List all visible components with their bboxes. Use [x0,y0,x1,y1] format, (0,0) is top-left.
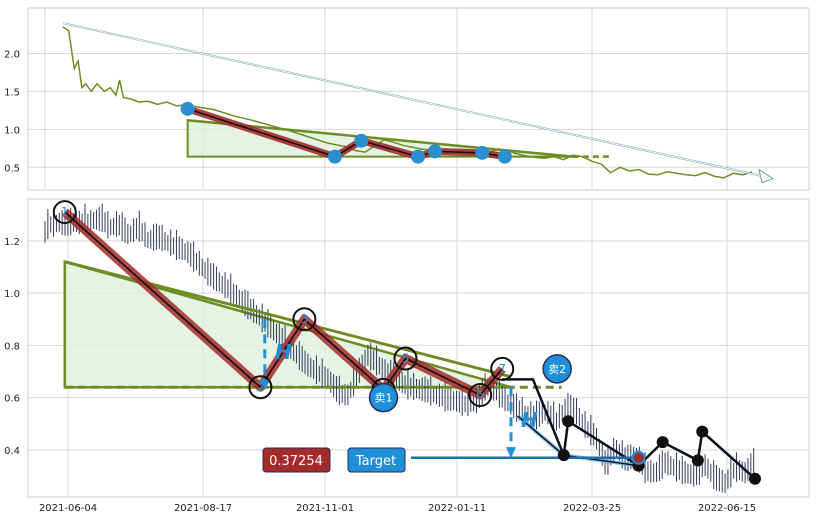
top-trend-arrow-head [758,168,775,184]
bottom-panel: 0.40.60.81.01.2 2021-06-04 2021-08-17 2021… [4,198,810,514]
top-pattern-path [180,101,611,164]
bottom-y-tick-label: 1.0 [4,289,20,300]
pattern-markers: 1234567卖1卖2 [52,200,761,485]
x-tick-label: 2021-08-17 [174,503,232,514]
pattern-point-marker [393,346,418,371]
top-y-tick-label: 2.0 [4,50,20,61]
top-pattern-point [327,149,342,164]
top-panel: 0.5 1.0 1.5 2.0 [4,7,810,191]
pattern-point-label: 5 [402,351,410,365]
pattern-point-marker [490,356,515,381]
bottom-y-tick-label: 0.8 [4,341,20,352]
sell-point-label: 卖1 [375,392,393,405]
target-annotation: 0.37254 Target [262,447,406,473]
height-marker-arrow [506,447,517,459]
sell-point-marker [368,382,399,413]
x-axis: 2021-06-04 2021-08-17 2021-11-01 2022-01-11… [39,503,756,514]
pattern-point-label: 6 [476,388,484,402]
top-pattern-point [354,133,369,148]
pattern-point-label: 7 [498,362,506,376]
top-y-tick-label: 1.0 [4,125,20,136]
height-marker-label: H [521,408,538,432]
sell-point-marker [542,354,572,384]
x-tick-label: 2022-06-15 [698,503,756,514]
target-label-badge [347,447,406,473]
height-marker-label: H [275,340,292,364]
sell-point-label: 卖2 [548,363,566,376]
x-tick-label: 2022-01-11 [428,503,486,514]
pattern-point-label: 2 [257,380,265,394]
bottom-y-axis: 0.4 0.6 0.8 1.0 1.2 [4,237,20,457]
pattern-point-marker [468,383,493,408]
forecast-point [656,436,669,449]
target-label-text: Target [355,454,396,469]
top-pattern-point [475,145,490,160]
top-pattern-point [497,149,512,164]
top-trend-arrow-core [62,22,766,178]
pattern-point-marker [52,200,77,225]
top-pattern-point [180,101,195,116]
bottom-y-tick-label: 0.4 [4,446,20,457]
forecast-point [691,454,704,467]
top-y-tick-label: 1.5 [4,87,20,98]
target-value-text: 0.37254 [269,454,323,469]
top-price-line [62,26,753,179]
forecast-point [749,472,761,485]
target-point [631,450,646,465]
pattern-point-marker [292,307,317,332]
forecast-point [696,425,709,438]
x-tick-label: 2022-03-25 [563,503,621,514]
top-trend-arrow [62,22,775,184]
bottom-y-tick-label: 1.2 [4,237,20,248]
forecast-point [557,449,570,462]
bottom-y-tick-label: 0.6 [4,394,20,405]
pattern-point-marker [248,375,273,400]
top-y-axis: 0.5 1.0 1.5 2.0 [4,50,20,175]
x-tick-label: 2021-11-01 [296,503,354,514]
top-pattern-point [427,144,442,159]
top-y-tick-label: 0.5 [4,163,20,174]
top-grid [28,8,809,190]
target-value-badge [262,447,331,473]
forecast-point [562,415,575,428]
x-tick-label: 2021-06-04 [39,503,97,514]
pattern-point-label: 3 [301,312,309,326]
height-marker-arrow [259,379,270,391]
pattern-point-label: 1 [61,205,69,219]
top-pattern-point [411,149,425,164]
